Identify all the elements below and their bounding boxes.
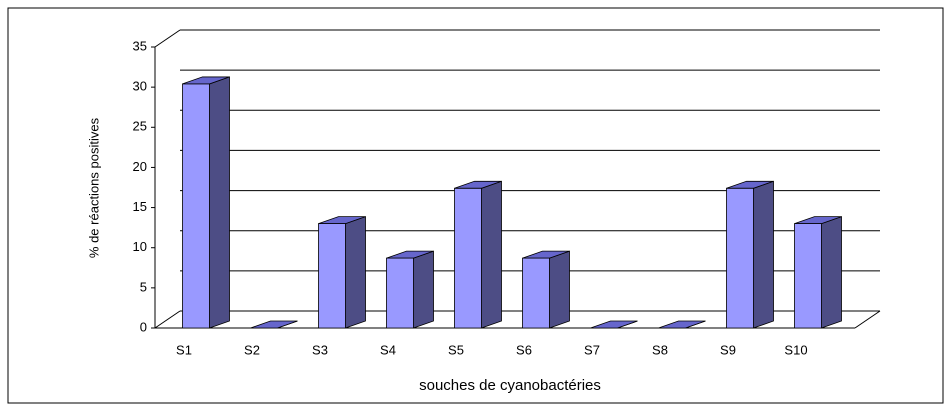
bar-side (209, 76, 230, 329)
bar (250, 320, 298, 329)
bar (590, 320, 638, 329)
bar-side (753, 180, 774, 329)
bar-front (522, 257, 550, 329)
bar-side (821, 216, 842, 329)
bar-top (250, 320, 298, 329)
bar (522, 250, 570, 329)
bar-front (318, 223, 346, 329)
bar (182, 76, 230, 329)
y-axis-label: % de réactions positives (86, 117, 101, 258)
floor-right (854, 310, 881, 329)
bar-top (590, 320, 638, 329)
x-tick-label: S2 (244, 342, 260, 357)
x-tick-label: S7 (584, 342, 600, 357)
floor-edge (154, 310, 181, 329)
y-tick-label: 0 (140, 319, 147, 334)
y-tick-label: 20 (133, 159, 147, 174)
bar-front (726, 187, 754, 329)
y-tick-label: 30 (133, 79, 147, 94)
bar (454, 180, 502, 329)
bar-top (658, 320, 706, 329)
x-tick-label: S5 (448, 342, 464, 357)
x-tick-label: S1 (176, 342, 192, 357)
x-tick-label: S9 (720, 342, 736, 357)
bar-front (454, 187, 482, 329)
bar-side (345, 216, 366, 329)
bar (318, 216, 366, 329)
x-tick-label: S4 (380, 342, 396, 357)
x-axis-label: souches de cyanobactéries (419, 377, 601, 394)
y-tick-label: 15 (133, 199, 147, 214)
x-tick-label: S8 (652, 342, 668, 357)
y-tick-label: 5 (140, 279, 147, 294)
x-tick-label: S3 (312, 342, 328, 357)
bar (726, 180, 774, 329)
bar-front (182, 83, 210, 329)
bar-front (386, 257, 414, 329)
y-tick-label: 25 (133, 119, 147, 134)
bar (794, 216, 842, 329)
bar (386, 250, 434, 329)
x-tick-label: S10 (784, 342, 807, 357)
bar-side (549, 250, 570, 329)
bar-side (481, 180, 502, 329)
bar-front (794, 223, 822, 329)
y-tick-label: 35 (133, 38, 147, 53)
x-tick-label: S6 (516, 342, 532, 357)
bar (658, 320, 706, 329)
y-tick-label: 10 (133, 239, 147, 254)
wall-edge (154, 29, 181, 48)
bar-side (413, 250, 434, 329)
